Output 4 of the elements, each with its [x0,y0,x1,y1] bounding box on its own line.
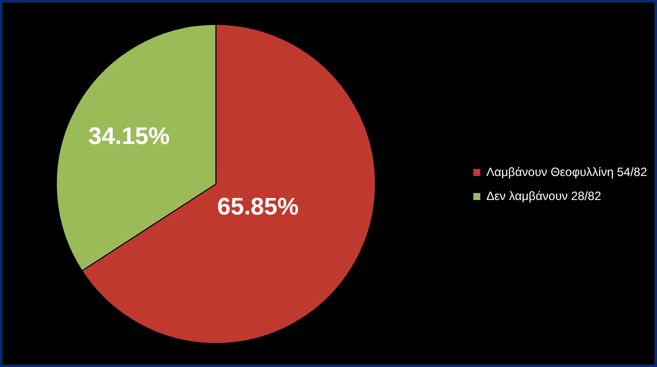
data-label: 65.85% [217,193,299,220]
legend-label: Λαμβάνουν Θεοφυλλίνη 54/82 [486,164,647,178]
legend-label: Δεν λαμβάνουν 28/82 [486,188,602,202]
data-label: 34.15% [88,123,170,150]
